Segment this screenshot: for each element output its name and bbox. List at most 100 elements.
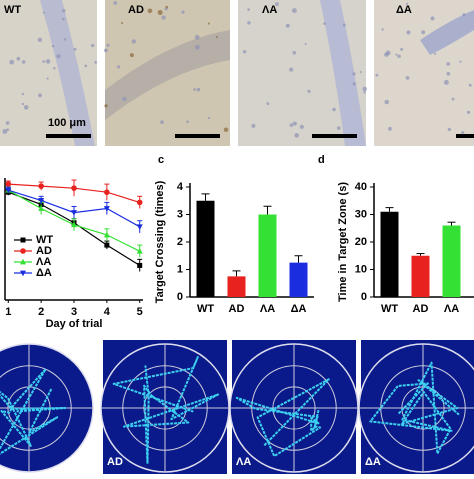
cell (42, 11, 45, 14)
panel-label: d (318, 154, 325, 166)
x-tick-label: 3 (71, 306, 77, 318)
cell (362, 86, 367, 92)
cell (292, 121, 297, 126)
point (136, 199, 143, 206)
swim-path (235, 378, 330, 458)
legend-marker (20, 248, 26, 254)
cell (6, 128, 10, 132)
cell (207, 116, 211, 120)
cell (215, 35, 219, 39)
cell (289, 123, 294, 128)
y-tick-label: 30 (355, 208, 367, 220)
x-tick-label: ΛA (444, 303, 459, 315)
scale-bar (456, 134, 474, 138)
y-tick-label: 40 (355, 181, 367, 193)
y-tick-label: 20 (355, 236, 367, 248)
cell (466, 110, 471, 114)
cell-layer (105, 30, 230, 120)
cell (94, 61, 97, 64)
cell (400, 47, 404, 51)
legend-label: WT (36, 234, 53, 246)
cell (336, 126, 341, 130)
cell (342, 23, 346, 27)
legend-marker (20, 237, 26, 243)
bar (380, 211, 399, 297)
legend-label: AD (36, 245, 52, 257)
y-tick-label: 3 (177, 208, 183, 220)
cell (247, 8, 250, 11)
y-axis-label: Target Crossing (times) (154, 180, 166, 303)
bar (258, 214, 277, 297)
cell (352, 82, 356, 86)
cell (223, 127, 229, 133)
bar (289, 262, 308, 297)
cell (251, 123, 256, 128)
point (103, 231, 110, 238)
cell (37, 37, 43, 42)
cell (117, 65, 121, 69)
x-tick-label: 4 (104, 306, 111, 318)
cell (21, 102, 25, 106)
bar (227, 276, 246, 297)
cell (157, 10, 163, 16)
bar (411, 255, 430, 297)
cell (53, 66, 56, 70)
cell (46, 77, 49, 80)
cell (381, 28, 384, 31)
y-tick-label: 2 (177, 236, 183, 248)
cell (113, 1, 118, 5)
scale-bar (46, 134, 91, 138)
cell (359, 70, 362, 74)
legend-marker (20, 258, 26, 265)
cell (388, 126, 392, 131)
cell-layer (420, 10, 474, 55)
cell (161, 15, 166, 20)
cell (56, 54, 61, 59)
cell (121, 22, 124, 25)
micrograph-row: 100 μm (0, 0, 474, 146)
scale-bar (175, 134, 220, 138)
point (136, 248, 143, 254)
cell (9, 59, 15, 65)
cell (104, 104, 108, 108)
cell (16, 56, 21, 61)
y-tick-label: 4 (177, 181, 184, 193)
cell (451, 97, 455, 101)
cell (129, 53, 134, 58)
scale-bar (312, 134, 357, 138)
track-label: ΛA (236, 456, 251, 468)
cell (275, 2, 279, 7)
cell (299, 124, 304, 129)
point (104, 189, 110, 196)
x-tick-label: AD (413, 303, 429, 315)
cell (395, 53, 398, 56)
cell (406, 30, 411, 35)
cell (38, 93, 42, 98)
cell (147, 8, 153, 14)
cell (164, 7, 168, 11)
cell (2, 129, 8, 134)
point (103, 206, 110, 212)
cell (294, 133, 300, 138)
y-tick-label: 1 (177, 263, 183, 275)
cell (446, 62, 450, 66)
x-tick-label: WT (197, 303, 214, 315)
y-tick-label: 0 (361, 291, 367, 303)
cell (397, 54, 401, 59)
cell (323, 22, 326, 25)
point (71, 221, 77, 228)
cell (468, 83, 472, 87)
cell (242, 49, 247, 54)
point (5, 181, 12, 187)
cell-layer (40, 0, 95, 146)
x-tick-label: 1 (5, 306, 11, 318)
cell (375, 73, 379, 77)
cell (289, 67, 294, 72)
cell (266, 102, 270, 106)
cell (352, 72, 356, 76)
cell (462, 13, 466, 17)
cell (405, 76, 410, 80)
bar (196, 200, 215, 297)
cell (193, 88, 197, 91)
